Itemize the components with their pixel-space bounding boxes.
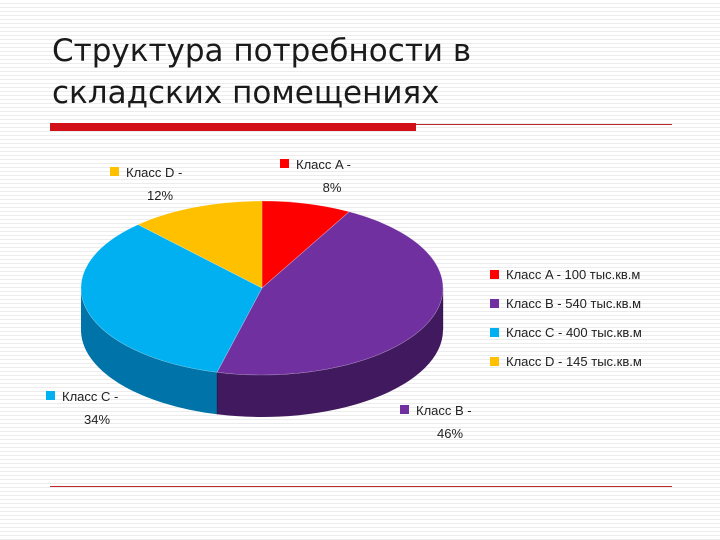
legend: Класс A - 100 тыс.кв.м Класс B - 540 тыс.…	[490, 267, 642, 369]
data-label-name-класс-c: Класс C -	[62, 389, 118, 404]
legend-item-класс-c: Класс C - 400 тыс.кв.м	[506, 325, 642, 340]
slide-title: Структура потребности в складских помеще…	[52, 30, 612, 114]
legend-item-класс-a: Класс A - 100 тыс.кв.м	[506, 267, 640, 282]
pie-sides	[81, 288, 444, 417]
data-labels: Класс A - 8% Класс B - 46% Класс C - 34% Класс…	[46, 157, 472, 441]
title-accent-bar	[50, 123, 416, 131]
pie-slice-класс-a	[261, 200, 350, 289]
data-label-name-класс-d: Класс D -	[126, 165, 182, 180]
data-label-percent-класс-c: 34%	[84, 412, 110, 427]
legend-item-класс-b: Класс B - 540 тыс.кв.м	[506, 296, 641, 311]
data-label-swatch-класс-a	[280, 159, 289, 168]
title-line-1: Структура потребности в	[52, 33, 472, 69]
legend-swatch-класс-c	[490, 328, 499, 337]
data-label-swatch-класс-c	[46, 391, 55, 400]
bottom-divider-line	[50, 486, 672, 487]
legend-swatch-класс-b	[490, 299, 499, 308]
data-label-name-класс-a: Класс A -	[296, 157, 351, 172]
pie-slice-класс-d	[137, 200, 263, 289]
data-label-name-класс-b: Класс B -	[416, 403, 472, 418]
pie-slice-класс-c	[80, 224, 263, 373]
data-label-swatch-класс-d	[110, 167, 119, 176]
title-line-2: складских помещениях	[52, 75, 440, 111]
pie-slice-класс-b	[216, 211, 444, 376]
pie-side-класс-c-0	[81, 288, 217, 415]
legend-swatch-класс-d	[490, 357, 499, 366]
data-label-percent-класс-b: 46%	[437, 426, 463, 441]
data-label-percent-класс-d: 12%	[147, 188, 173, 203]
data-label-percent-класс-a: 8%	[323, 180, 342, 195]
legend-item-класс-d: Класс D - 145 тыс.кв.м	[506, 354, 642, 369]
pie-side-класс-b-0	[216, 288, 443, 417]
data-label-swatch-класс-b	[400, 405, 409, 414]
pie-tops	[80, 200, 444, 376]
legend-swatch-класс-a	[490, 270, 499, 279]
